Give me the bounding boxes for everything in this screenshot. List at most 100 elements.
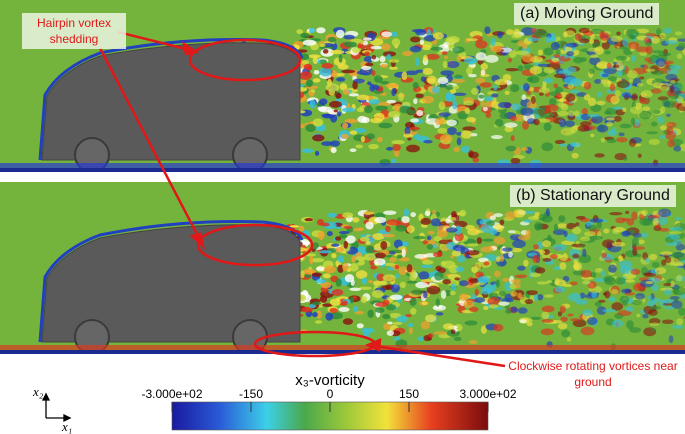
vortex-blob xyxy=(506,29,514,36)
vortex-blob xyxy=(609,211,623,216)
vortex-blob xyxy=(555,92,563,100)
vortex-blob xyxy=(581,107,588,115)
vortex-blob xyxy=(517,234,531,241)
vortex-blob xyxy=(619,295,630,304)
vortex-blob xyxy=(356,94,370,101)
vortex-blob xyxy=(482,238,494,242)
vortex-blob xyxy=(611,289,619,295)
vortex-blob xyxy=(319,67,332,77)
vortex-blob xyxy=(665,73,678,81)
vortex-blob xyxy=(363,55,373,64)
vortex-blob xyxy=(385,83,399,88)
panel-label: (b) Stationary Ground xyxy=(510,185,676,207)
vortex-blob xyxy=(510,135,515,142)
vortex-blob xyxy=(664,306,675,310)
vortex-blob xyxy=(342,300,348,306)
vortex-blob xyxy=(574,33,583,41)
vortex-blob xyxy=(643,272,653,276)
vortex-blob xyxy=(523,259,529,267)
vortex-blob xyxy=(376,137,383,143)
vortex-blob xyxy=(580,244,585,248)
vortex-blob xyxy=(504,282,512,292)
colorbar-tick-label: 3.000e+02 xyxy=(459,387,516,401)
vortex-blob xyxy=(409,297,417,307)
vortex-blob xyxy=(550,42,560,51)
vortex-blob xyxy=(480,69,486,76)
vortex-blob xyxy=(474,262,482,271)
vortex-blob xyxy=(448,41,454,51)
vortex-blob xyxy=(618,132,625,137)
vortex-blob xyxy=(380,80,389,85)
vortex-blob xyxy=(316,218,324,226)
vortex-blob xyxy=(401,71,408,81)
vortex-blob xyxy=(676,82,683,92)
vortex-blob xyxy=(542,257,552,262)
vortex-blob xyxy=(374,216,387,224)
vortex-blob xyxy=(424,210,431,217)
arrowhead xyxy=(182,41,200,56)
vortex-blob xyxy=(619,123,632,129)
vortex-blob xyxy=(583,81,592,90)
vortex-blob xyxy=(398,257,410,262)
vortex-blob xyxy=(339,82,348,91)
arrowhead xyxy=(63,413,72,423)
vortex-blob xyxy=(657,116,665,124)
vortex-blob xyxy=(330,147,337,154)
vortex-blob xyxy=(450,329,456,335)
vortex-blob xyxy=(381,31,392,38)
vortex-blob xyxy=(449,290,456,296)
vortex-blob xyxy=(590,54,599,59)
vortex-blob xyxy=(534,212,540,216)
vortex-blob xyxy=(601,41,610,50)
vortex-blob xyxy=(352,295,357,300)
vortex-blob xyxy=(618,260,633,269)
vortex-blob xyxy=(557,322,568,330)
vortex-blob xyxy=(514,274,528,279)
vortex-blob xyxy=(614,90,621,97)
vortex-blob xyxy=(571,152,579,159)
vortex-blob xyxy=(338,307,350,312)
vortex-blob xyxy=(615,55,628,61)
vortex-blob xyxy=(505,309,512,314)
vortex-blob xyxy=(362,37,372,41)
vortex-blob xyxy=(386,330,394,336)
vortex-blob xyxy=(455,266,465,272)
vortex-blob xyxy=(315,278,327,284)
vortex-blob xyxy=(402,50,413,57)
vortex-blob xyxy=(483,261,490,266)
vortex-blob xyxy=(409,126,421,131)
vortex-blob xyxy=(650,88,662,94)
vortex-blob xyxy=(406,225,415,234)
vortex-blob xyxy=(622,107,627,113)
vortex-blob xyxy=(442,279,451,285)
vortex-blob xyxy=(401,248,406,258)
vortex-blob xyxy=(423,54,428,62)
vortex-blob xyxy=(468,63,476,68)
vortex-blob xyxy=(466,66,473,76)
vortex-blob xyxy=(433,331,448,335)
flow-field xyxy=(0,0,685,172)
vortex-blob xyxy=(413,98,418,105)
vortex-blob xyxy=(616,31,621,36)
vortex-blob xyxy=(458,293,469,302)
vortex-blob xyxy=(498,291,506,297)
vortex-blob xyxy=(434,271,444,281)
vortex-blob xyxy=(352,47,361,54)
ground xyxy=(0,168,685,172)
vortex-blob xyxy=(311,242,319,250)
vortex-blob xyxy=(315,266,326,272)
vortex-blob xyxy=(571,142,581,148)
vortex-blob xyxy=(611,106,625,110)
vortex-blob xyxy=(507,230,516,234)
vortex-blob xyxy=(641,209,649,216)
vortex-blob xyxy=(444,289,451,297)
vortex-blob xyxy=(514,283,521,289)
vortex-blob xyxy=(477,257,489,263)
vortex-blob xyxy=(673,145,682,152)
vortex-blob xyxy=(672,324,684,330)
vortex-blob xyxy=(498,301,510,306)
vortex-blob xyxy=(368,143,379,150)
vortex-blob xyxy=(499,254,505,262)
vortex-blob xyxy=(380,63,388,69)
vortex-blob xyxy=(312,312,318,318)
